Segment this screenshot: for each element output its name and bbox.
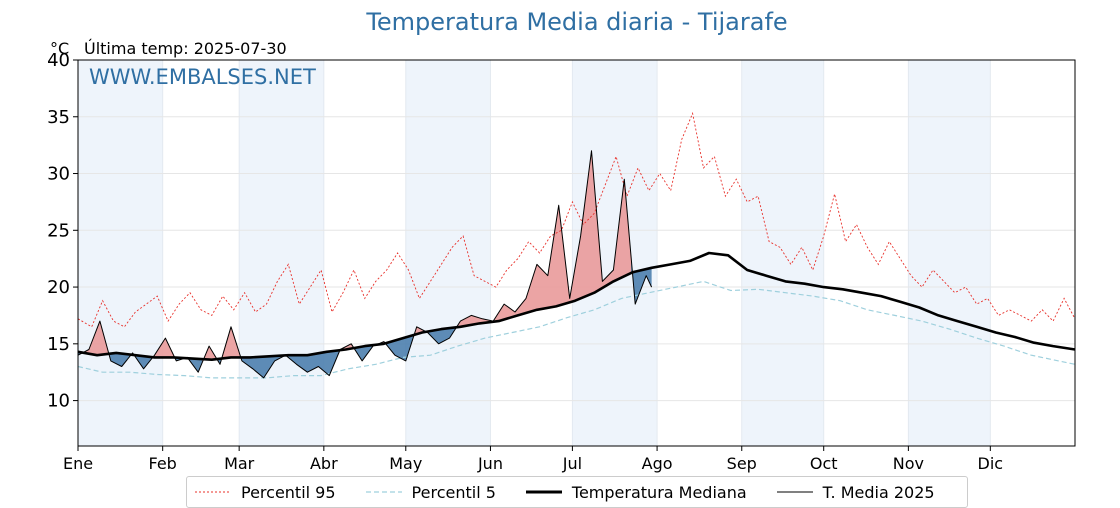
y-tick-label-40: 40	[47, 50, 70, 71]
x-tick-label-jun: Jun	[477, 454, 503, 473]
anomaly-below-12	[240, 355, 285, 378]
anomaly-below-4	[133, 354, 152, 369]
anomaly-below-8	[187, 357, 203, 373]
legend-swatch-median	[525, 490, 562, 494]
legend: Percentil 95 Percentil 5 Temperatura Med…	[186, 476, 968, 508]
y-unit-label: °C	[50, 39, 69, 58]
y-tick-label-25: 25	[47, 220, 70, 241]
chart-title: Temperatura Media diaria - Tijarafe	[366, 8, 788, 36]
x-tick-label-dic: Dic	[978, 454, 1004, 473]
anomaly-above-21	[456, 150, 632, 328]
x-tick-label-feb: Feb	[149, 454, 177, 473]
y-tick-label-10: 10	[47, 391, 70, 412]
legend-label-median: Temperatura Mediana	[571, 482, 747, 502]
y-tick-label-20: 20	[47, 277, 70, 298]
x-tick-label-may: May	[389, 454, 422, 473]
legend-label-p95: Percentil 95	[241, 482, 336, 502]
x-tick-label-ago: Ago	[642, 454, 673, 473]
legend-label-p5: Percentil 5	[411, 482, 496, 502]
x-tick-label-jul: Jul	[562, 454, 582, 473]
y-tick-label-30: 30	[47, 164, 70, 185]
month-band-nov	[908, 60, 991, 446]
legend-swatch-p5	[365, 491, 402, 493]
series-line-p5	[77, 280, 1076, 379]
month-band-mar	[239, 60, 324, 446]
anomaly-below-22	[631, 257, 652, 305]
legend-item-median: Temperatura Mediana	[525, 482, 747, 502]
legend-swatch-p95	[195, 491, 231, 493]
series-lines	[77, 111, 1076, 379]
series-line-median	[77, 251, 1076, 361]
legend-swatch-actual	[776, 491, 813, 493]
anomaly-below-14	[285, 350, 339, 376]
last-reading-label: Última temp: 2025-07-30	[84, 39, 287, 58]
anomaly-above-5	[151, 338, 174, 359]
legend-label-actual: T. Media 2025	[822, 482, 935, 502]
legend-item-p95: Percentil 95	[195, 483, 336, 502]
month-bands	[78, 60, 991, 446]
x-tick-label-nov: Nov	[893, 454, 924, 473]
legend-item-p5: Percentil 5	[365, 482, 496, 502]
legend-item-actual: T. Media 2025	[776, 482, 935, 502]
x-axis: Ene Feb Mar Abr May Jun Jul Ago Sep Oct Nov Dic	[63, 446, 1003, 473]
x-tick-label-abr: Abr	[310, 454, 338, 473]
series-line-actual	[77, 150, 653, 379]
watermark-text: WWW.EMBALSES.NET	[89, 65, 316, 89]
grid-lines	[77, 59, 1075, 446]
x-tick-label-sep: Sep	[727, 454, 757, 473]
month-band-sep	[741, 60, 824, 446]
plot-frame	[77, 59, 1076, 447]
series-line-p95	[77, 111, 1076, 328]
anomaly-above-1	[82, 321, 109, 356]
month-band-ene	[78, 60, 163, 446]
anomaly-below-16	[352, 344, 376, 361]
anomaly-above-11	[221, 326, 241, 360]
x-tick-label-mar: Mar	[224, 454, 255, 473]
x-tick-label-oct: Oct	[810, 454, 838, 473]
x-tick-label-ene: Ene	[63, 454, 93, 473]
y-tick-label-15: 15	[47, 334, 70, 355]
y-axis: 10 15 20 25 30 35 40	[47, 50, 78, 412]
y-tick-label-35: 35	[47, 107, 70, 128]
